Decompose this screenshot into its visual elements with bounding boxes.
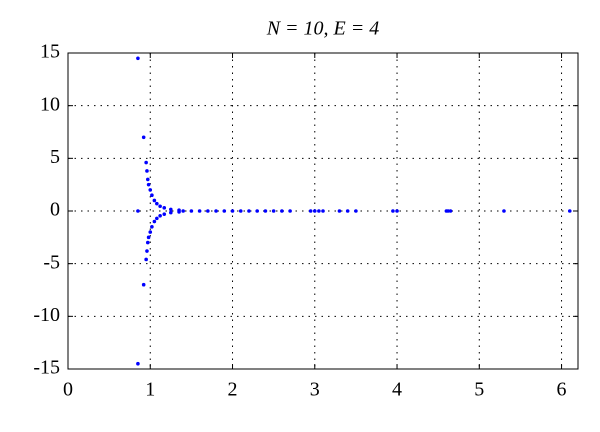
scatter-point — [263, 209, 268, 213]
scatter-point — [214, 209, 218, 213]
scatter-point — [141, 282, 146, 287]
x-tick-label: 1 — [145, 379, 155, 401]
y-tick-label: -10 — [33, 304, 60, 326]
scatter-point — [158, 213, 162, 218]
y-tick-label: 0 — [50, 199, 60, 221]
scatter-point — [308, 209, 313, 213]
scatter-point — [337, 209, 342, 213]
scatter-point — [181, 209, 185, 213]
x-tick-label: 4 — [392, 379, 402, 401]
scatter-point — [145, 177, 150, 182]
x-tick-label: 6 — [557, 379, 567, 401]
scatter-point — [150, 225, 154, 229]
scatter-point — [345, 209, 350, 213]
scatter-point — [288, 209, 292, 213]
scatter-point — [152, 219, 157, 224]
scatter-point — [280, 209, 284, 213]
scatter-point — [144, 257, 148, 262]
scatter-point — [146, 182, 151, 187]
scatter-point — [152, 198, 157, 203]
scatter-point — [141, 135, 146, 140]
y-tick-label: 10 — [40, 93, 60, 115]
y-tick-label: -15 — [33, 357, 60, 379]
y-tick-label: -5 — [43, 251, 60, 273]
scatter-point — [146, 235, 151, 240]
scatter-point — [162, 212, 167, 216]
x-tick-label: 0 — [63, 379, 73, 401]
scatter-point — [317, 209, 321, 213]
scatter-point — [502, 209, 506, 213]
scatter-point — [446, 209, 450, 213]
scatter-point — [222, 209, 227, 213]
scatter-point — [238, 209, 243, 213]
scatter-point — [448, 209, 453, 213]
scatter-point — [230, 209, 235, 213]
scatter-point — [321, 209, 325, 213]
scatter-point — [155, 201, 159, 206]
scatter-point — [247, 209, 251, 213]
scatter-point — [158, 204, 162, 209]
scatter-point — [255, 209, 259, 213]
scatter-point — [395, 209, 399, 213]
scatter-point — [177, 210, 181, 214]
scatter-point — [145, 249, 149, 253]
scatter-point — [162, 206, 167, 210]
scatter-point — [148, 230, 153, 234]
scatter-point — [145, 169, 149, 173]
scatter-point — [136, 361, 140, 366]
scatter-point — [391, 209, 395, 213]
x-tick-label: 2 — [228, 379, 238, 401]
scatter-point — [189, 209, 194, 213]
scatter-point — [150, 193, 154, 197]
scatter-point — [169, 207, 173, 212]
scatter-point — [136, 56, 140, 61]
scatter-point — [136, 209, 140, 213]
scatter-point — [354, 209, 358, 213]
scatter-point — [312, 209, 317, 213]
y-tick-label: 15 — [40, 41, 60, 63]
scatter-point — [145, 240, 150, 245]
scatter-point — [197, 209, 202, 213]
x-tick-label: 3 — [310, 379, 320, 401]
scatter-point — [155, 216, 159, 221]
y-tick-label: 5 — [50, 146, 60, 168]
scatter-point — [148, 188, 153, 192]
scatter-point — [144, 160, 148, 165]
scatter-point — [169, 210, 173, 215]
scatter-point — [206, 209, 210, 213]
x-tick-label: 5 — [474, 379, 484, 401]
plot-frame — [67, 52, 579, 370]
chart-title: N = 10, E = 4 — [266, 18, 380, 40]
scatter-point — [567, 209, 572, 213]
scatter-point — [271, 209, 276, 213]
